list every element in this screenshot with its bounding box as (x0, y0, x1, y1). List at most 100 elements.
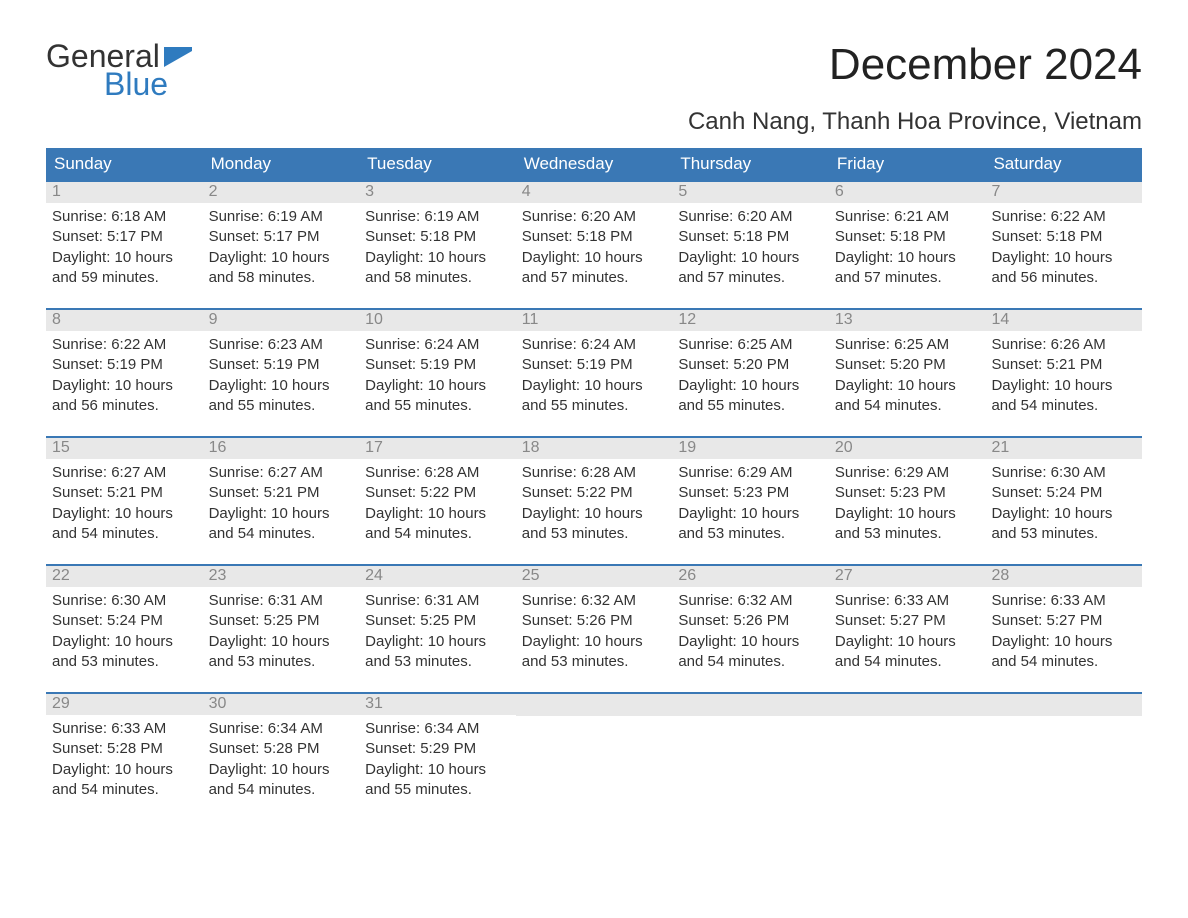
daylight-line: Daylight: 10 hours and 57 minutes. (522, 248, 667, 289)
daylight-label: Daylight: (835, 633, 898, 650)
sunset-line: Sunset: 5:23 PM (835, 483, 980, 503)
sunrise-label: Sunrise: (522, 336, 581, 353)
sunset-value: 5:19 PM (264, 356, 320, 373)
day-body: Sunrise: 6:31 AMSunset: 5:25 PMDaylight:… (203, 587, 360, 682)
sunset-label: Sunset: (365, 228, 420, 245)
daylight-line: Daylight: 10 hours and 53 minutes. (52, 632, 197, 673)
sunrise-line: Sunrise: 6:27 AM (52, 463, 197, 483)
daylight-line: Daylight: 10 hours and 54 minutes. (52, 504, 197, 545)
sunset-label: Sunset: (522, 228, 577, 245)
sunset-value: 5:23 PM (733, 484, 789, 501)
daylight-label: Daylight: (991, 249, 1054, 266)
day-cell: 26Sunrise: 6:32 AMSunset: 5:26 PMDayligh… (672, 566, 829, 692)
day-cell: 1Sunrise: 6:18 AMSunset: 5:17 PMDaylight… (46, 182, 203, 308)
sunrise-label: Sunrise: (522, 464, 581, 481)
sunset-label: Sunset: (52, 612, 107, 629)
daylight-label: Daylight: (365, 633, 428, 650)
sunset-label: Sunset: (209, 484, 264, 501)
day-number: 13 (829, 310, 986, 331)
daylight-label: Daylight: (209, 249, 272, 266)
sunrise-value: 6:28 AM (424, 464, 479, 481)
daylight-line: Daylight: 10 hours and 54 minutes. (835, 632, 980, 673)
sunset-line: Sunset: 5:22 PM (365, 483, 510, 503)
day-cell: 18Sunrise: 6:28 AMSunset: 5:22 PMDayligh… (516, 438, 673, 564)
day-number: 8 (46, 310, 203, 331)
day-body: Sunrise: 6:18 AMSunset: 5:17 PMDaylight:… (46, 203, 203, 298)
sunset-value: 5:24 PM (107, 612, 163, 629)
sunset-value: 5:19 PM (420, 356, 476, 373)
daylight-line: Daylight: 10 hours and 54 minutes. (678, 632, 823, 673)
sunset-label: Sunset: (522, 356, 577, 373)
sunset-value: 5:25 PM (264, 612, 320, 629)
day-cell: 9Sunrise: 6:23 AMSunset: 5:19 PMDaylight… (203, 310, 360, 436)
sunset-line: Sunset: 5:20 PM (835, 355, 980, 375)
sunset-line: Sunset: 5:25 PM (365, 611, 510, 631)
sunrise-label: Sunrise: (52, 592, 111, 609)
day-header-row: SundayMondayTuesdayWednesdayThursdayFrid… (46, 148, 1142, 180)
sunset-label: Sunset: (991, 356, 1046, 373)
daylight-label: Daylight: (365, 761, 428, 778)
sunrise-value: 6:18 AM (111, 208, 166, 225)
sunset-label: Sunset: (991, 228, 1046, 245)
day-number: 19 (672, 438, 829, 459)
day-cell (985, 694, 1142, 820)
sunset-line: Sunset: 5:18 PM (835, 227, 980, 247)
sunrise-value: 6:27 AM (268, 464, 323, 481)
sunrise-value: 6:27 AM (111, 464, 166, 481)
sunrise-value: 6:22 AM (111, 336, 166, 353)
daylight-label: Daylight: (365, 505, 428, 522)
day-body: Sunrise: 6:22 AMSunset: 5:18 PMDaylight:… (985, 203, 1142, 298)
day-body: Sunrise: 6:24 AMSunset: 5:19 PMDaylight:… (359, 331, 516, 426)
day-cell: 29Sunrise: 6:33 AMSunset: 5:28 PMDayligh… (46, 694, 203, 820)
sunset-line: Sunset: 5:21 PM (991, 355, 1136, 375)
day-cell: 23Sunrise: 6:31 AMSunset: 5:25 PMDayligh… (203, 566, 360, 692)
sunrise-line: Sunrise: 6:31 AM (365, 591, 510, 611)
day-body: Sunrise: 6:31 AMSunset: 5:25 PM Daylight:… (359, 587, 516, 682)
sunset-line: Sunset: 5:19 PM (52, 355, 197, 375)
sunrise-line: Sunrise: 6:30 AM (52, 591, 197, 611)
sunset-value: 5:29 PM (420, 740, 476, 757)
sunrise-label: Sunrise: (678, 336, 737, 353)
daylight-label: Daylight: (991, 505, 1054, 522)
sunset-line: Sunset: 5:18 PM (991, 227, 1136, 247)
day-cell: 11Sunrise: 6:24 AMSunset: 5:19 PMDayligh… (516, 310, 673, 436)
sunrise-line: Sunrise: 6:34 AM (209, 719, 354, 739)
day-cell: 15Sunrise: 6:27 AMSunset: 5:21 PMDayligh… (46, 438, 203, 564)
sunrise-line: Sunrise: 6:32 AM (522, 591, 667, 611)
empty-day-band (985, 694, 1142, 716)
sunset-line: Sunset: 5:24 PM (52, 611, 197, 631)
sunrise-value: 6:21 AM (894, 208, 949, 225)
sunrise-label: Sunrise: (52, 208, 111, 225)
day-cell: 8 Sunrise: 6:22 AM Sunset: 5:19 PM Daylight… (46, 310, 203, 436)
day-cell: 20Sunrise: 6:29 AMSunset: 5:23 PMDayligh… (829, 438, 986, 564)
day-number: 5 (672, 182, 829, 203)
sunrise-value: 6:33 AM (1051, 592, 1106, 609)
daylight-label: Daylight: (52, 377, 115, 394)
sunrise-line: Sunrise: 6:29 AM (835, 463, 980, 483)
sunrise-line: Sunrise: 6:24 AM (365, 335, 510, 355)
sunrise-line: Sunrise: 6:21 AM (835, 207, 980, 227)
day-number: 30 (203, 694, 360, 715)
sunrise-line: Sunrise: 6:18 AM (52, 207, 197, 227)
day-number: 9 (203, 310, 360, 331)
day-body: Sunrise: 6:24 AMSunset: 5:19 PMDaylight:… (516, 331, 673, 426)
daylight-label: Daylight: (835, 505, 898, 522)
week-row: 22Sunrise: 6:30 AMSunset: 5:24 PMDayligh… (46, 564, 1142, 692)
day-number: 12 (672, 310, 829, 331)
sunset-value: 5:22 PM (577, 484, 633, 501)
day-number: 14 (985, 310, 1142, 331)
sunset-line: Sunset: 5:25 PM (209, 611, 354, 631)
sunset-label: Sunset: (835, 612, 890, 629)
sunrise-label: Sunrise: (52, 336, 111, 353)
daylight-label: Daylight: (209, 761, 272, 778)
sunrise-line: Sunrise: 6:32 AM (678, 591, 823, 611)
sunrise-line: Sunrise: 6:27 AM (209, 463, 354, 483)
day-body: Sunrise: 6:25 AMSunset: 5:20 PMDaylight:… (829, 331, 986, 426)
sunset-value: 5:17 PM (264, 228, 320, 245)
day-body: Sunrise: 6:20 AMSunset: 5:18 PMDaylight:… (672, 203, 829, 298)
day-cell: 25Sunrise: 6:32 AMSunset: 5:26 PMDayligh… (516, 566, 673, 692)
sunrise-value: 6:29 AM (738, 464, 793, 481)
sunset-line: Sunset: 5:17 PM (52, 227, 197, 247)
sunrise-label: Sunrise: (209, 464, 268, 481)
sunset-label: Sunset: (835, 484, 890, 501)
